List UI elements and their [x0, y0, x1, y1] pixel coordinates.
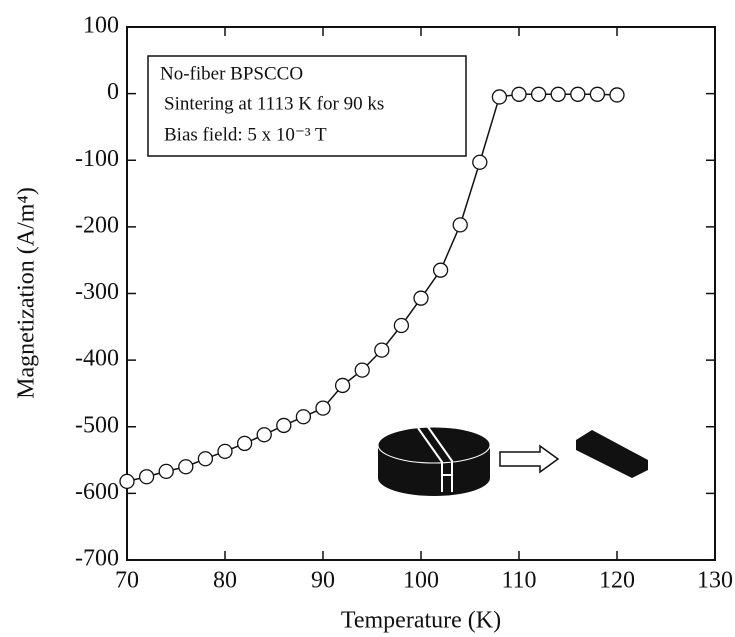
data-point: [315, 400, 331, 416]
data-point: [570, 86, 586, 102]
data-point: [511, 86, 527, 102]
sample-illustration: [377, 426, 648, 496]
x-tick-label: 80: [213, 568, 237, 594]
data-point: [589, 86, 606, 102]
data-point: [295, 409, 312, 425]
data-point: [452, 217, 468, 233]
y-tick-label: -600: [75, 479, 119, 505]
y-tick-label: -500: [75, 412, 119, 438]
annotation: Sintering at 1113 K for 90 ks: [164, 93, 384, 114]
data-point: [197, 451, 214, 467]
data-point: [354, 362, 370, 378]
data-point: [334, 377, 351, 394]
x-axis-label: Temperature (K): [341, 608, 501, 634]
data-point: [432, 262, 449, 278]
annotation-box: [147, 55, 467, 157]
data-point: [393, 317, 410, 334]
y-tick-label: -300: [75, 279, 119, 305]
data-point: [138, 469, 155, 485]
data-point: [256, 427, 272, 443]
data-point: [374, 342, 390, 358]
y-tick-label: -100: [75, 146, 119, 172]
data-point: [119, 473, 135, 490]
y-tick-label: 100: [83, 13, 119, 39]
y-tick-label: -200: [75, 212, 119, 238]
data-point: [472, 154, 488, 170]
data-point: [530, 86, 547, 102]
annotation: Bias field: 5 x 10⁻³ T: [164, 124, 327, 145]
x-tick-label: 120: [599, 568, 635, 594]
x-tick-label: 100: [403, 568, 439, 594]
x-tick-label: 90: [311, 568, 335, 594]
data-point: [550, 86, 566, 102]
data-point: [217, 443, 233, 460]
x-tick-label: 70: [115, 568, 139, 594]
data-point: [609, 87, 625, 103]
x-tick-label: 130: [697, 568, 733, 594]
y-tick-label: 0: [107, 79, 119, 105]
data-point: [236, 435, 253, 452]
y-axis-label: Magnetization (A/m⁴): [14, 187, 40, 399]
y-tick-label: -400: [75, 346, 119, 372]
data-point: [158, 463, 174, 480]
data-point: [178, 459, 194, 475]
annotation: No-fiber BPSCCO: [160, 63, 303, 84]
data-point: [413, 290, 429, 306]
x-tick-label: 110: [501, 568, 536, 594]
data-point: [491, 89, 508, 105]
y-tick-label: -700: [75, 546, 119, 572]
data-point: [276, 417, 292, 434]
